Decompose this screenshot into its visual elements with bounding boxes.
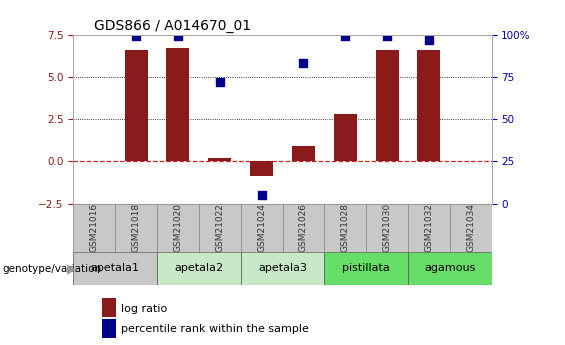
Bar bbox=[376, 50, 398, 161]
Bar bbox=[157, 252, 241, 285]
Point bbox=[132, 33, 141, 39]
Text: apetala1: apetala1 bbox=[91, 263, 140, 273]
Bar bbox=[324, 252, 408, 285]
Text: apetala3: apetala3 bbox=[258, 263, 307, 273]
Text: GSM21022: GSM21022 bbox=[215, 203, 224, 252]
Bar bbox=[241, 204, 282, 252]
Point bbox=[341, 33, 350, 39]
Text: GSM21030: GSM21030 bbox=[383, 203, 392, 252]
Point bbox=[215, 79, 224, 85]
Text: agamous: agamous bbox=[424, 263, 475, 273]
Text: GSM21016: GSM21016 bbox=[90, 203, 99, 252]
Text: log ratio: log ratio bbox=[121, 304, 168, 314]
Bar bbox=[292, 146, 315, 161]
Text: GSM21018: GSM21018 bbox=[132, 203, 141, 252]
Bar bbox=[282, 204, 324, 252]
Text: GSM21024: GSM21024 bbox=[257, 203, 266, 252]
Bar bbox=[241, 252, 324, 285]
Bar bbox=[208, 158, 231, 161]
Bar bbox=[199, 204, 241, 252]
Bar bbox=[167, 48, 189, 161]
Point bbox=[424, 37, 433, 42]
Bar bbox=[450, 204, 492, 252]
Bar bbox=[125, 50, 147, 161]
Bar bbox=[324, 204, 366, 252]
Text: GSM21020: GSM21020 bbox=[173, 203, 182, 252]
Bar bbox=[408, 252, 492, 285]
Bar bbox=[250, 161, 273, 176]
Bar bbox=[73, 252, 157, 285]
Text: GSM21032: GSM21032 bbox=[424, 203, 433, 252]
Text: GSM21026: GSM21026 bbox=[299, 203, 308, 252]
Point bbox=[257, 193, 266, 198]
Text: GSM21028: GSM21028 bbox=[341, 203, 350, 252]
Bar bbox=[334, 114, 357, 161]
Text: GSM21034: GSM21034 bbox=[466, 203, 475, 252]
Bar bbox=[408, 204, 450, 252]
Point bbox=[383, 33, 392, 39]
Text: ▶: ▶ bbox=[67, 263, 76, 276]
Text: GDS866 / A014670_01: GDS866 / A014670_01 bbox=[94, 19, 251, 33]
Text: percentile rank within the sample: percentile rank within the sample bbox=[121, 325, 310, 334]
Point bbox=[173, 33, 182, 39]
Bar bbox=[115, 204, 157, 252]
Bar bbox=[366, 204, 408, 252]
Bar bbox=[73, 204, 115, 252]
Bar bbox=[418, 50, 440, 161]
Text: apetala2: apetala2 bbox=[175, 263, 223, 273]
Text: pistillata: pistillata bbox=[342, 263, 390, 273]
Point bbox=[299, 60, 308, 66]
Bar bbox=[157, 204, 199, 252]
Text: genotype/variation: genotype/variation bbox=[3, 264, 102, 274]
